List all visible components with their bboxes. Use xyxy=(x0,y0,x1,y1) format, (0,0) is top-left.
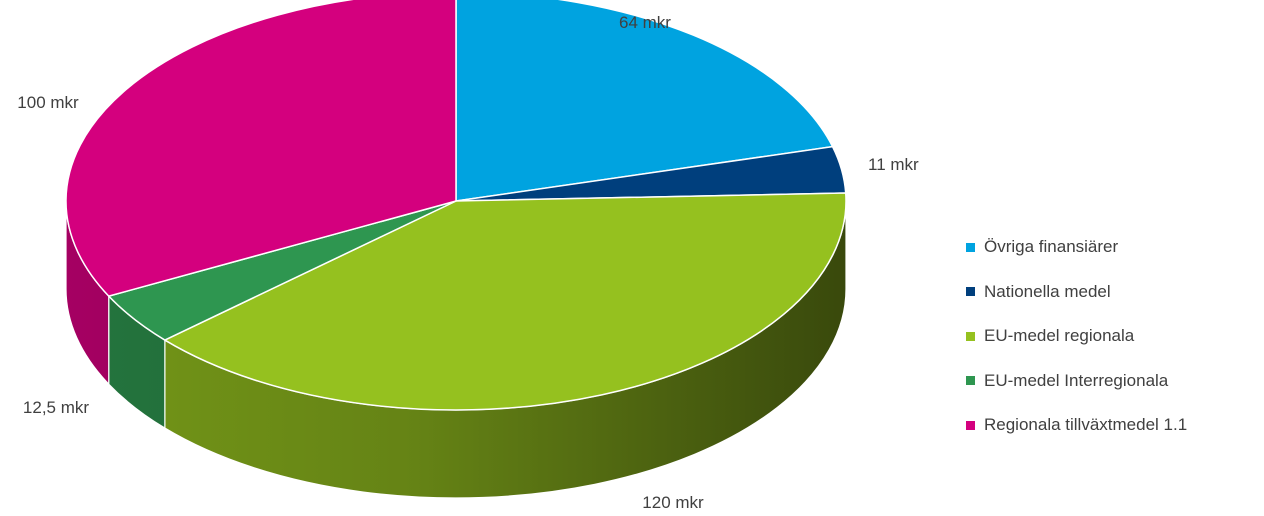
legend-item-eu-medel-regionala[interactable]: EU-medel regionala xyxy=(966,314,1256,359)
legend-swatch xyxy=(966,420,975,430)
legend-item-eu-medel-interregionala[interactable]: EU-medel Interregionala xyxy=(966,359,1256,404)
pie-slice-regionala-tillvaxtmedel[interactable] xyxy=(65,0,457,297)
data-label-eu-medel-regionala: 120 mkr xyxy=(642,493,704,512)
legend: Övriga finansiärer Nationella medel EU-m… xyxy=(966,225,1256,448)
pie-slice-eu-medel-regionala[interactable] xyxy=(164,192,847,411)
legend-item-regionala-tillvaxtmedel[interactable]: Regionala tillväxtmedel 1.1 xyxy=(966,403,1256,448)
legend-label: Övriga finansiärer xyxy=(984,237,1119,257)
legend-swatch xyxy=(966,242,975,252)
data-label-ovriga-finansiarer: 64 mkr xyxy=(619,13,671,32)
legend-label: Regionala tillväxtmedel 1.1 xyxy=(984,415,1188,435)
pie-slice-ovriga-finansiarer[interactable] xyxy=(455,0,834,202)
legend-label: Nationella medel xyxy=(984,281,1111,301)
legend-swatch xyxy=(966,287,975,297)
legend-item-ovriga-finansiarer[interactable]: Övriga finansiärer xyxy=(966,225,1256,270)
pie-sides xyxy=(65,200,847,499)
legend-label: EU-medel regionala xyxy=(984,326,1135,346)
legend-item-nationella-medel[interactable]: Nationella medel xyxy=(966,270,1256,315)
legend-label: EU-medel Interregionala xyxy=(984,370,1169,390)
data-label-nationella-medel: 11 mkr xyxy=(868,155,919,174)
data-label-eu-medel-interregionala: 12,5 mkr xyxy=(23,398,89,417)
pie-tops xyxy=(65,0,847,411)
data-labels: 64 mkr 11 mkr 120 mkr 12,5 mkr 100 mkr xyxy=(17,13,919,512)
data-label-regionala-tillvaxtmedel: 100 mkr xyxy=(17,93,79,112)
legend-swatch xyxy=(966,331,975,341)
legend-swatch xyxy=(966,376,975,386)
